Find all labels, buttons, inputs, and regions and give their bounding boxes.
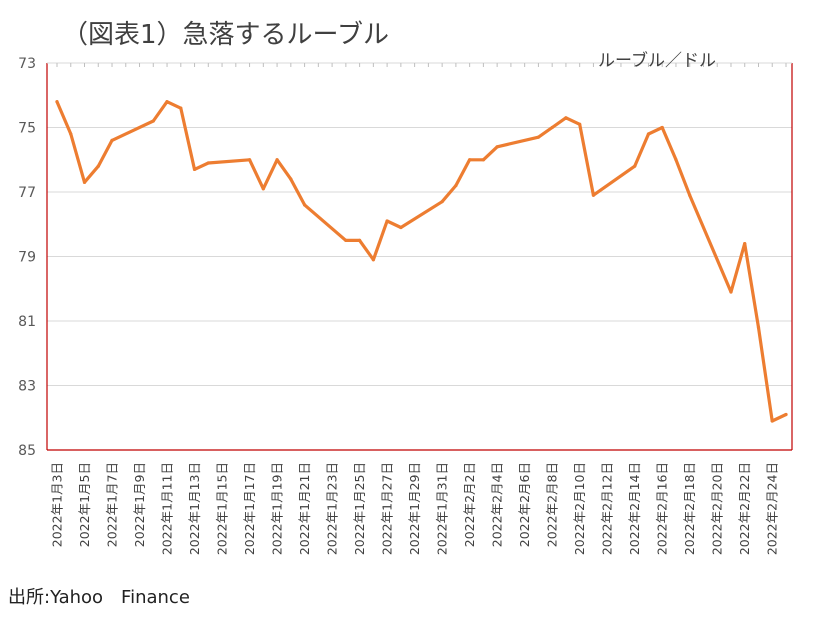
x-tick-label: 2022年1月3日	[50, 462, 65, 547]
x-tick-label: 2022年2月6日	[517, 462, 532, 547]
data-point	[344, 238, 348, 242]
x-tick-label: 2022年1月25日	[352, 462, 367, 555]
x-tick-label: 2022年1月11日	[160, 462, 175, 555]
data-point	[302, 203, 307, 207]
y-tick-label: 83	[18, 379, 36, 395]
data-point	[275, 158, 279, 162]
data-point	[495, 145, 499, 149]
x-tick-label: 2022年1月23日	[325, 462, 340, 555]
y-tick-label: 81	[18, 314, 36, 330]
x-tick-label: 2022年2月2日	[462, 462, 477, 547]
x-tick-label: 2022年2月8日	[545, 462, 560, 547]
data-point	[770, 419, 774, 423]
data-point	[743, 242, 747, 246]
y-axis-ticks: 73 75 77 79 81 83 85	[18, 56, 36, 459]
data-point	[646, 132, 651, 136]
data-point	[660, 125, 664, 130]
x-tick-label: 2022年1月17日	[242, 462, 257, 555]
x-tick-label: 2022年1月9日	[132, 462, 147, 547]
data-point	[454, 183, 458, 188]
data-point	[578, 122, 582, 126]
data-point	[468, 158, 472, 162]
unit-label: ルーブル／ドル	[598, 50, 716, 71]
data-point	[591, 193, 596, 197]
y-tick-label: 79	[18, 250, 36, 266]
data-point	[633, 164, 637, 168]
data-point	[358, 238, 362, 242]
x-tick-label: 2022年1月21日	[297, 462, 312, 555]
data-point	[688, 193, 692, 197]
x-tick-label: 2022年2月20日	[710, 462, 725, 555]
x-tick-label: 2022年1月27日	[380, 462, 395, 555]
series-line	[55, 100, 788, 423]
data-point	[371, 258, 375, 262]
x-tick-label: 2022年2月10日	[572, 462, 587, 555]
data-point	[385, 219, 389, 223]
data-point	[674, 158, 678, 162]
y-tick-label: 75	[18, 121, 36, 137]
data-point	[110, 138, 114, 142]
x-tick-label: 2022年1月15日	[215, 462, 230, 555]
x-tick-label: 2022年2月4日	[490, 462, 505, 547]
data-point	[440, 200, 444, 204]
data-point	[192, 167, 197, 172]
data-point	[261, 187, 265, 191]
x-tick-label: 2022年1月7日	[105, 462, 120, 547]
x-tick-label: 2022年2月24日	[765, 462, 780, 555]
x-tick-label: 2022年2月16日	[655, 462, 670, 555]
data-point	[564, 116, 568, 120]
data-point	[729, 290, 733, 294]
x-tick-label: 2022年1月29日	[407, 462, 422, 555]
x-tick-label: 2022年2月22日	[737, 462, 752, 555]
x-tick-label: 2022年1月13日	[187, 462, 202, 555]
gridlines	[47, 127, 792, 386]
data-point	[96, 164, 100, 168]
x-tick-label: 2022年2月18日	[682, 462, 697, 555]
x-tick-label: 2022年2月12日	[600, 462, 615, 555]
y-tick-label: 73	[18, 56, 36, 72]
source-label: 出所:Yahoo Finance	[8, 587, 190, 608]
data-point	[481, 158, 485, 162]
data-point	[165, 100, 169, 104]
data-point	[399, 225, 403, 230]
data-point	[247, 158, 252, 162]
data-point	[550, 125, 554, 130]
data-point	[289, 177, 293, 181]
x-axis-ticks: 2022年1月3日 2022年1月5日 2022年1月7日 2022年1月9日 2022…	[50, 462, 780, 555]
x-tick-label: 2022年1月31日	[435, 462, 450, 555]
data-point	[69, 132, 73, 136]
y-tick-label: 77	[18, 185, 36, 201]
chart-axes	[46, 62, 793, 451]
data-point	[784, 412, 788, 417]
data-point	[82, 180, 87, 184]
data-point	[179, 106, 183, 110]
data-point	[151, 119, 155, 123]
data-point	[756, 325, 761, 330]
data-point	[55, 100, 59, 104]
y-tick-label: 85	[18, 443, 36, 459]
data-point	[206, 161, 210, 165]
x-tick-label: 2022年2月14日	[627, 462, 642, 555]
data-point	[536, 135, 541, 139]
x-tick-label: 2022年1月19日	[270, 462, 285, 555]
chart-title: （図表1）急落するルーブル	[62, 20, 389, 50]
x-tick-label: 2022年1月5日	[77, 462, 92, 547]
series-layer	[55, 100, 788, 423]
